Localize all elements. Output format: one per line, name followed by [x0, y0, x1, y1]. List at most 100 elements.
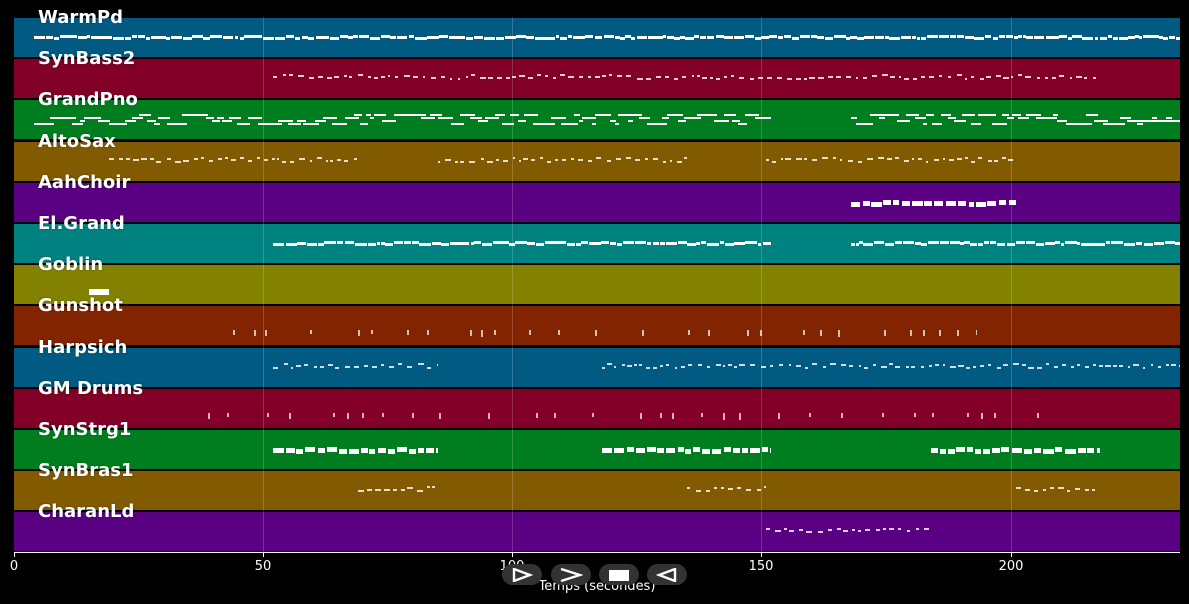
- note-mark: [795, 77, 801, 80]
- note-mark: [920, 36, 926, 40]
- note-mark: [601, 447, 612, 453]
- note-mark: [381, 242, 386, 246]
- note-mark: [631, 36, 636, 40]
- note-mark: [1132, 364, 1139, 367]
- note-mark: [839, 158, 843, 161]
- note-mark: [309, 160, 313, 163]
- note-mark: [516, 35, 526, 39]
- note-mark: [974, 448, 982, 454]
- note-mark: [749, 364, 756, 367]
- note-mark: [474, 240, 482, 244]
- note-mark: [459, 241, 470, 245]
- note-mark: [652, 242, 659, 246]
- note-mark: [796, 365, 802, 368]
- note-mark: [414, 37, 427, 41]
- note-mark: [602, 74, 607, 77]
- note-mark: [754, 37, 761, 41]
- note-mark: [1057, 120, 1064, 122]
- note-mark: [574, 114, 580, 116]
- note-mark: [724, 114, 736, 116]
- note-mark: [556, 240, 567, 244]
- note-mark: [1044, 117, 1058, 119]
- note-mark: [513, 114, 520, 116]
- note-mark: [993, 413, 996, 419]
- track-label: GM Drums: [38, 378, 144, 399]
- note-mark: [257, 123, 270, 125]
- note-mark: [934, 201, 943, 207]
- note-mark: [928, 75, 934, 78]
- note-mark: [715, 34, 724, 38]
- note-mark: [872, 364, 876, 367]
- note-mark: [578, 120, 583, 122]
- track-gunshot: [14, 306, 1180, 345]
- note-mark: [997, 242, 1006, 246]
- note-mark: [1026, 36, 1034, 40]
- note-mark: [1025, 76, 1031, 79]
- note-mark: [759, 330, 762, 337]
- note-mark: [769, 35, 777, 39]
- note-mark: [105, 120, 110, 122]
- note-mark: [411, 241, 419, 245]
- note-mark: [512, 157, 516, 160]
- note-mark: [663, 35, 667, 39]
- note-mark: [487, 413, 490, 419]
- note-mark: [883, 114, 899, 116]
- note-mark: [585, 35, 594, 39]
- note-mark: [205, 117, 215, 119]
- note-mark: [766, 77, 772, 80]
- note-mark: [745, 240, 757, 244]
- note-mark: [294, 37, 301, 41]
- note-mark: [353, 35, 359, 39]
- note-mark: [348, 75, 353, 78]
- note-mark: [770, 364, 774, 367]
- note-mark: [33, 123, 45, 125]
- note-mark: [647, 242, 652, 246]
- note-mark: [269, 123, 282, 125]
- note-mark: [313, 243, 317, 247]
- note-mark: [357, 489, 364, 492]
- note-mark: [67, 34, 78, 38]
- note-mark: [1170, 120, 1180, 122]
- note-mark: [388, 366, 395, 369]
- note-mark: [382, 120, 392, 122]
- note-mark: [113, 37, 124, 41]
- note-mark: [1069, 76, 1073, 79]
- note-mark: [248, 117, 263, 119]
- note-mark: [546, 37, 556, 41]
- note-mark: [978, 242, 984, 246]
- track-label: SynBras1: [38, 460, 134, 481]
- note-mark: [265, 123, 271, 125]
- forward-button[interactable]: [551, 564, 591, 585]
- note-mark: [911, 35, 917, 39]
- note-mark: [956, 74, 963, 77]
- note-mark: [441, 76, 445, 78]
- note-mark: [531, 159, 536, 162]
- note-mark: [964, 157, 968, 160]
- note-mark: [1015, 486, 1022, 489]
- note-mark: [1103, 123, 1113, 125]
- note-mark: [430, 114, 442, 116]
- note-mark: [627, 447, 634, 453]
- note-mark: [778, 35, 783, 39]
- note-mark: [239, 157, 245, 160]
- note-mark: [857, 530, 862, 533]
- note-mark: [886, 157, 893, 160]
- note-mark: [745, 489, 752, 492]
- rewind-button[interactable]: [647, 564, 687, 585]
- note-mark: [987, 200, 996, 206]
- note-mark: [652, 157, 658, 160]
- note-mark: [594, 36, 603, 40]
- note-mark: [957, 157, 962, 160]
- play-button[interactable]: [502, 564, 542, 585]
- note-mark: [931, 123, 938, 125]
- note-mark: [949, 158, 955, 161]
- note-mark: [957, 330, 960, 336]
- note-mark: [1001, 114, 1009, 116]
- stop-button[interactable]: [599, 564, 639, 585]
- note-mark: [183, 36, 192, 40]
- note-mark: [882, 528, 886, 531]
- note-mark: [739, 76, 744, 79]
- note-mark: [1111, 240, 1124, 244]
- note-mark: [147, 120, 157, 122]
- note-mark: [308, 76, 314, 79]
